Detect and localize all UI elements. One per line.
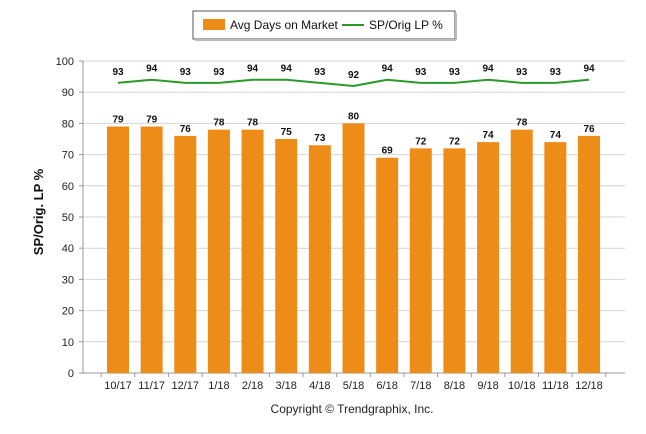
x-tick-label: 11/18: [542, 380, 569, 392]
bar-value-label: 76: [583, 124, 595, 135]
bar: [241, 129, 264, 373]
y-tick-label: 50: [62, 212, 74, 224]
line-value-label: 93: [415, 67, 427, 78]
line-value-label: 93: [112, 67, 124, 78]
x-tick-label: 10/17: [104, 380, 132, 392]
bar-labels: 79 79 76 78 78 75 73 80 69 72 72 74 78 74 76: [112, 111, 595, 156]
bar: [107, 126, 129, 374]
legend-box: [192, 10, 456, 40]
y-tick-label: 70: [62, 150, 74, 162]
line-value-label: 94: [583, 64, 595, 75]
x-tick-label: 7/18: [410, 380, 431, 392]
line-series: [117, 78, 590, 87]
y-tick-label: 40: [62, 243, 74, 255]
bar-value-label: 72: [449, 136, 461, 147]
legend-swatch-bar: [203, 19, 225, 30]
line-value-label: 92: [348, 70, 360, 81]
line-value-label: 93: [213, 67, 225, 78]
line-value-label: 94: [247, 64, 259, 75]
bar-value-label: 72: [415, 136, 427, 147]
line-value-label: 94: [382, 64, 394, 75]
x-tick-label: 5/18: [343, 380, 364, 392]
x-tick-label: 6/18: [376, 380, 397, 392]
y-tick-label: 80: [62, 118, 74, 130]
x-tick-label: 9/18: [477, 380, 498, 392]
bar: [443, 148, 466, 373]
bar: [174, 135, 197, 373]
line-value-label: 94: [483, 64, 495, 75]
legend-label-line: SP/Orig LP %: [369, 18, 443, 32]
y-axis: 0 10 20 30 40 50 60 70 80 90 100: [56, 56, 84, 380]
bar: [207, 129, 230, 373]
x-tick-label: 1/18: [208, 380, 229, 392]
bar-value-label: 73: [314, 133, 326, 144]
bar: [578, 135, 600, 373]
legend-label-bar: Avg Days on Market: [230, 18, 338, 32]
x-axis: 10/17 11/17 12/17 1/18 2/18 3/18 4/18 5/18 6/18 7…: [100, 373, 607, 392]
bar-value-label: 69: [382, 146, 394, 157]
y-axis-title: SP/Orig. LP %: [31, 168, 46, 255]
bars: [107, 123, 600, 374]
bar-value-label: 74: [483, 130, 495, 141]
y-tick-label: 30: [62, 274, 74, 286]
bar: [477, 142, 500, 373]
x-tick-label: 8/18: [444, 380, 465, 392]
line-value-label: 93: [314, 67, 326, 78]
bar-value-label: 78: [247, 118, 259, 129]
line-value-label: 93: [550, 67, 562, 78]
line-value-label: 94: [146, 64, 158, 75]
bar-value-label: 74: [550, 130, 562, 141]
bar: [342, 123, 365, 374]
bar: [409, 148, 432, 373]
line-path: [117, 78, 590, 87]
bar-value-label: 78: [213, 118, 225, 129]
bar-value-label: 79: [112, 115, 124, 126]
bar: [308, 145, 331, 373]
y-tick-label: 90: [62, 87, 74, 99]
line-labels: 93 94 93 93 94 94 93 92 94 93 93 94 93 93 94: [112, 64, 595, 81]
x-tick-label: 12/18: [575, 380, 603, 392]
line-value-label: 93: [516, 67, 528, 78]
bar: [544, 142, 567, 373]
y-tick-label: 60: [62, 181, 74, 193]
x-tick-label: 3/18: [276, 380, 297, 392]
copyright-footer: Copyright © Trendgraphix, Inc.: [271, 402, 434, 416]
y-tick-label: 0: [68, 368, 74, 380]
x-tick-label: 12/17: [172, 380, 200, 392]
legend: Avg Days on Market SP/Orig LP %: [192, 10, 457, 41]
bar-value-label: 76: [180, 124, 192, 135]
bar-value-label: 79: [146, 115, 158, 126]
bar: [275, 139, 298, 373]
line-value-label: 94: [281, 64, 293, 75]
bar-value-label: 75: [281, 127, 293, 138]
x-tick-label: 2/18: [242, 380, 263, 392]
x-tick-label: 11/17: [138, 380, 165, 392]
bar-value-label: 80: [348, 111, 360, 122]
bar: [376, 157, 399, 373]
y-tick-label: 10: [62, 337, 74, 349]
x-tick-label: 4/18: [309, 380, 330, 392]
line-value-label: 93: [180, 67, 192, 78]
y-tick-label: 20: [62, 306, 74, 318]
bar-value-label: 78: [516, 118, 528, 129]
bar: [510, 129, 533, 373]
line-value-label: 93: [449, 67, 461, 78]
bar: [140, 126, 163, 374]
x-tick-label: 10/18: [508, 380, 536, 392]
y-tick-label: 100: [56, 56, 74, 68]
